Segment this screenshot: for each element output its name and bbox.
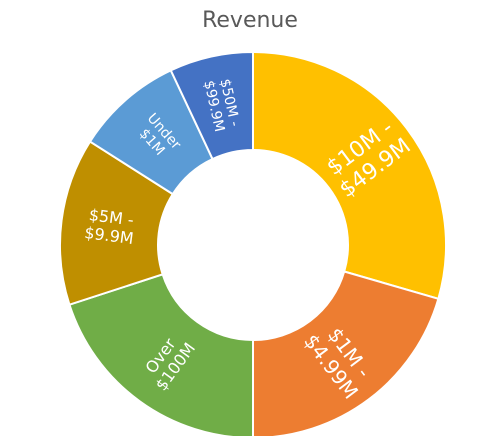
slice-over-100m: [68, 273, 254, 436]
slice-50m-99-9m: [169, 50, 254, 161]
slice-10m-49-9m: [252, 50, 447, 301]
label-50m-99-9m: $50M -$99.9M: [200, 76, 243, 134]
slice-1m-4-99m: [252, 270, 440, 436]
chart-title: Revenue: [202, 8, 298, 33]
label-5m-9-9m: $5M -$9.9M: [83, 204, 137, 247]
